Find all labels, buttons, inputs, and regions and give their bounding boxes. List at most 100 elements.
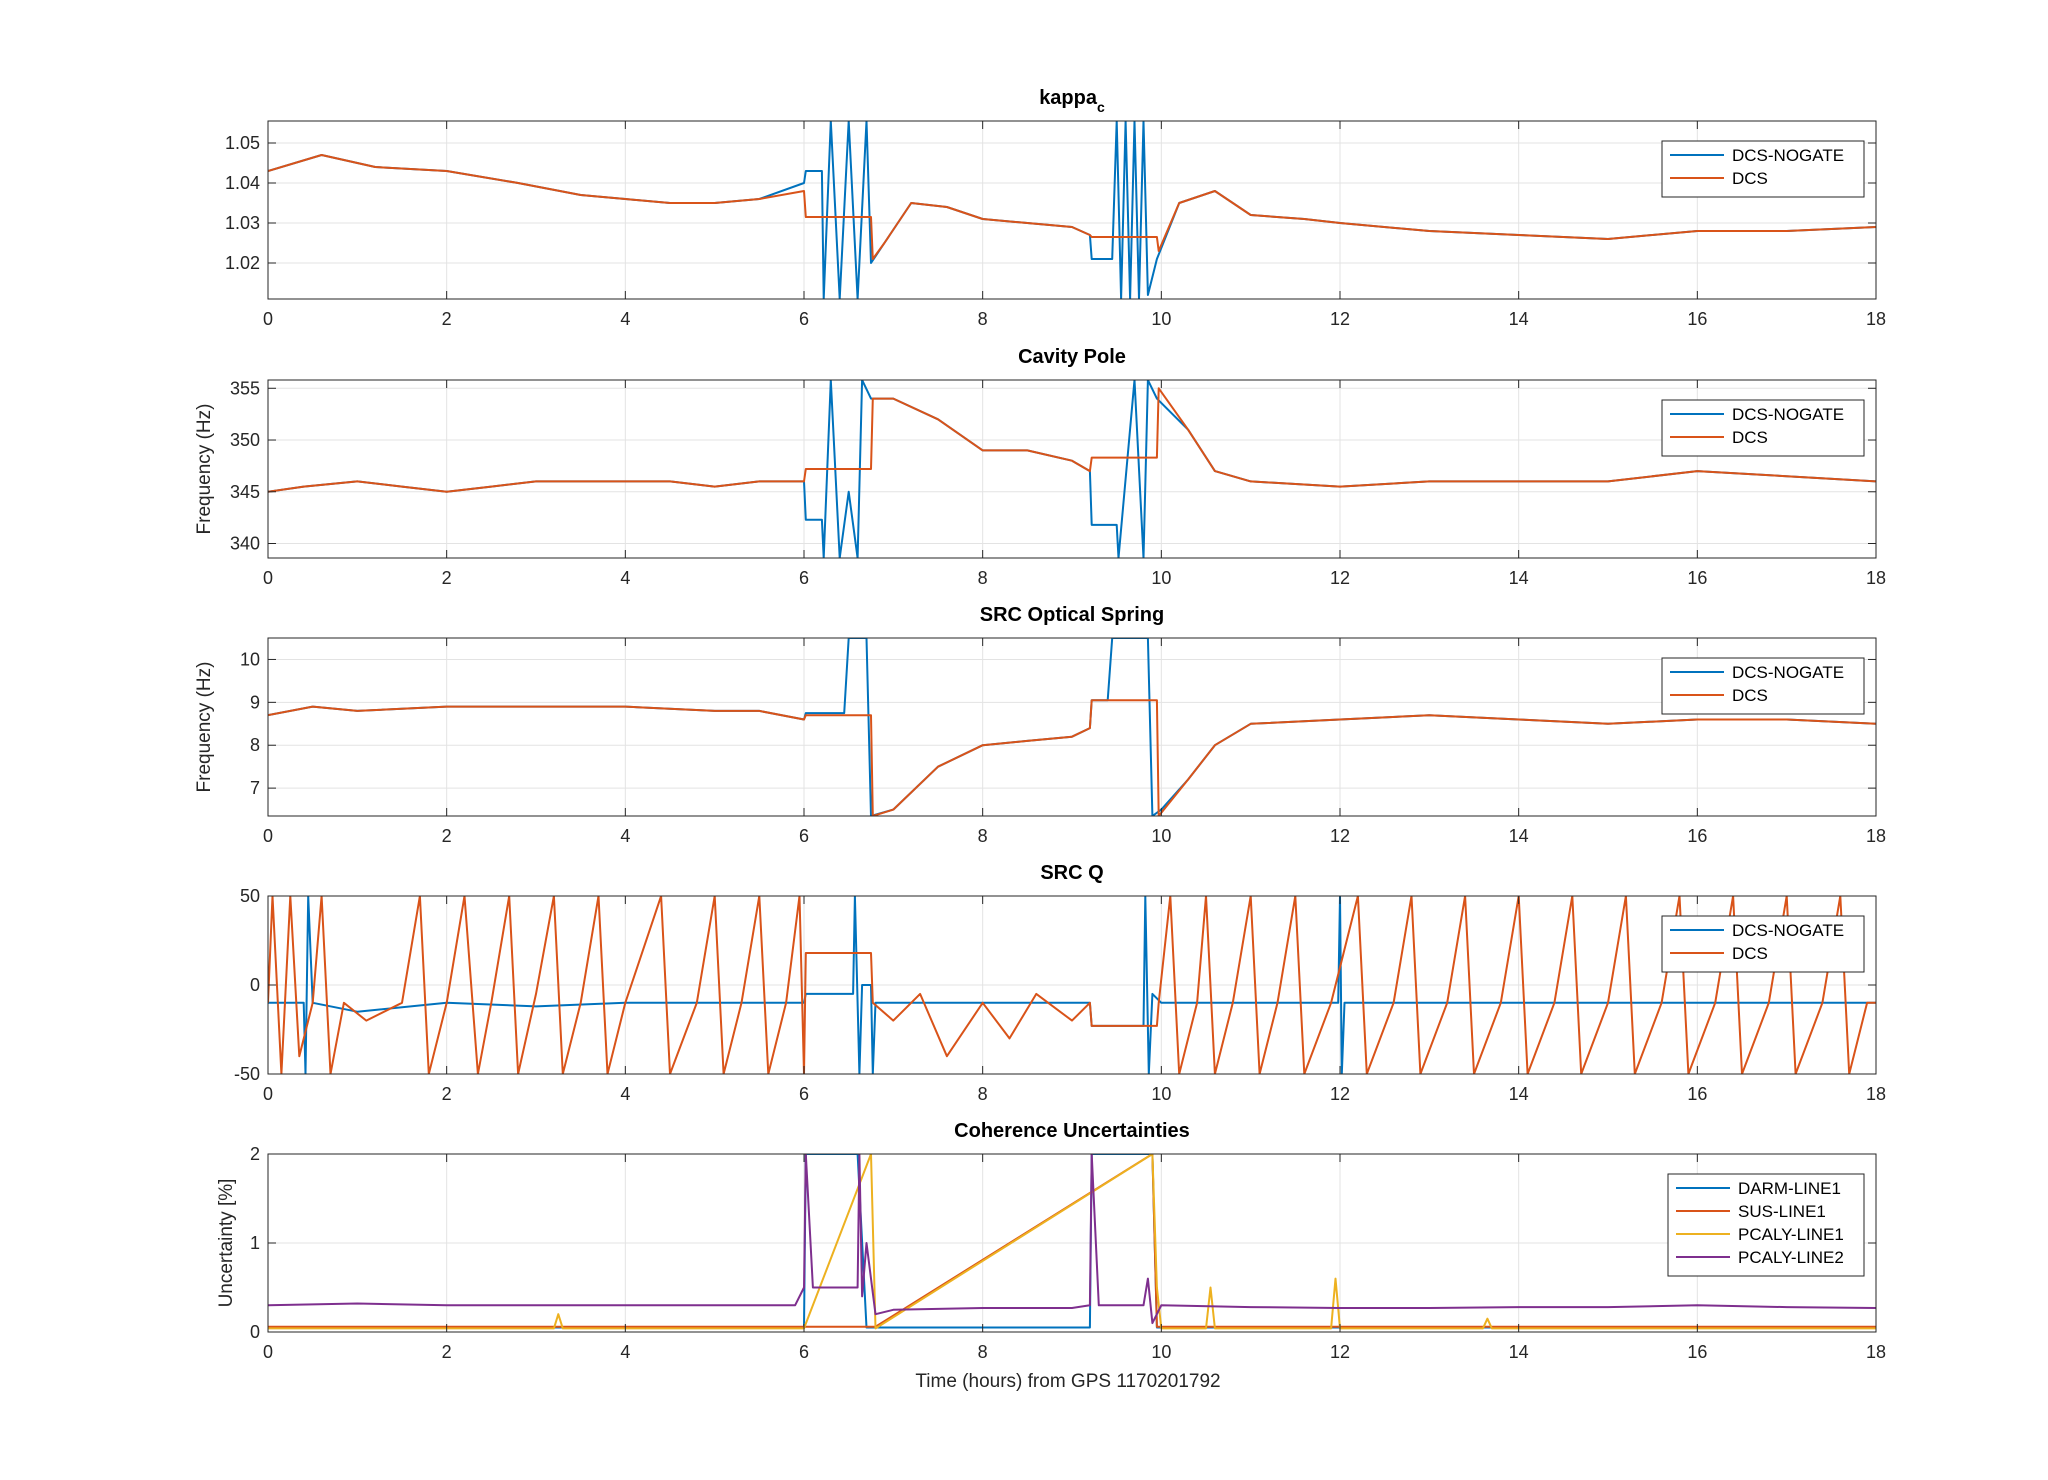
x-tick-label: 0: [263, 1084, 273, 1104]
x-tick-label: 16: [1687, 568, 1707, 588]
legend-box: [1661, 140, 1865, 198]
legend-box: [1667, 1173, 1865, 1277]
legend-box: [1661, 399, 1865, 457]
x-tick-label: 14: [1509, 826, 1529, 846]
y-tick-label: 350: [230, 430, 260, 450]
x-tick-label: 4: [620, 568, 630, 588]
y-tick-label: 1: [250, 1233, 260, 1253]
x-tick-label: 6: [799, 1084, 809, 1104]
y-tick-label: 340: [230, 534, 260, 554]
legend-label: SUS-LINE1: [1738, 1202, 1826, 1221]
panel-title: SRC Q: [1040, 862, 1103, 884]
y-tick-label: 50: [240, 886, 260, 906]
x-tick-label: 12: [1330, 826, 1350, 846]
y-tick-label: 1.02: [225, 253, 260, 273]
x-tick-label: 16: [1687, 1342, 1707, 1362]
x-tick-label: 2: [442, 1084, 452, 1104]
panel-title: Coherence Uncertainties: [954, 1120, 1190, 1142]
series-line-dcs: [268, 154, 1876, 260]
x-tick-label: 2: [442, 309, 452, 329]
x-tick-label: 18: [1866, 309, 1886, 329]
x-tick-label: 10: [1151, 826, 1171, 846]
legend-label: DCS-NOGATE: [1732, 405, 1844, 424]
series-group: [268, 121, 1876, 299]
figure-xlabel: Time (hours) from GPS 1170201792: [915, 1371, 1220, 1392]
axes-box: [267, 637, 1877, 817]
x-tick-label: 14: [1509, 568, 1529, 588]
x-tick-label: 18: [1866, 826, 1886, 846]
legend-label: DCS-NOGATE: [1732, 921, 1844, 940]
legend-label: DCS: [1732, 169, 1768, 188]
legend-label: DCS: [1732, 428, 1768, 447]
x-tick-label: 2: [442, 826, 452, 846]
legend-box: [1661, 915, 1865, 973]
x-tick-label: 6: [799, 1342, 809, 1362]
plot-area: [268, 638, 1876, 816]
x-tick-label: 0: [263, 568, 273, 588]
y-tick-label: 1.03: [225, 213, 260, 233]
panel-ylabel: Uncertainty [%]: [216, 1179, 237, 1308]
x-tick-label: 6: [799, 826, 809, 846]
x-tick-label: 8: [978, 826, 988, 846]
plot-area: [268, 380, 1876, 558]
axes-box: [267, 120, 1877, 300]
y-tick-label: 2: [250, 1144, 260, 1164]
series-group: [268, 896, 1876, 1074]
series-line-dcs: [268, 896, 1876, 1074]
series-group: [268, 1154, 1876, 1330]
panel-title-subscript: c: [1097, 99, 1105, 115]
legend-label: DCS: [1732, 944, 1768, 963]
x-tick-label: 4: [620, 1342, 630, 1362]
axes-box: [267, 379, 1877, 559]
legend-label: PCALY-LINE2: [1738, 1248, 1844, 1267]
x-tick-label: 8: [978, 568, 988, 588]
x-tick-label: 8: [978, 309, 988, 329]
x-tick-label: 14: [1509, 1084, 1529, 1104]
y-tick-label: 345: [230, 482, 260, 502]
x-tick-label: 12: [1330, 309, 1350, 329]
x-tick-label: 6: [799, 309, 809, 329]
x-tick-label: 18: [1866, 1342, 1886, 1362]
x-tick-label: 0: [263, 1342, 273, 1362]
y-tick-label: 1.04: [225, 173, 260, 193]
x-tick-label: 4: [620, 826, 630, 846]
series-line-pcaly-line2: [268, 1154, 1876, 1325]
y-tick-label: 1.05: [225, 133, 260, 153]
y-tick-label: 9: [250, 692, 260, 712]
panel-2: 0 2 4 6 8 10 12 14 16 18 340 345 350 355 Cavity Pole Fr…: [194, 346, 1886, 588]
panel-title: Cavity Pole: [1018, 346, 1126, 368]
legend-label: DCS-NOGATE: [1732, 146, 1844, 165]
legend-label: PCALY-LINE1: [1738, 1225, 1844, 1244]
series-group: [268, 638, 1876, 816]
panel-3: 0 2 4 6 8 10 12 14 16 18 7 8 9 10 SRC Optical Spring Fr…: [194, 604, 1886, 846]
y-tick-label: 8: [250, 735, 260, 755]
panel-1: 0 2 4 6 8 10 12 14 16 181.021.031.041.05kappacDCS…: [225, 87, 1886, 329]
panel-ylabel: Frequency (Hz): [194, 404, 215, 535]
x-tick-label: 14: [1509, 1342, 1529, 1362]
x-tick-label: 14: [1509, 309, 1529, 329]
y-tick-label: 7: [250, 778, 260, 798]
series-line-pcaly-line1: [268, 1154, 1876, 1330]
x-tick-label: 12: [1330, 1342, 1350, 1362]
x-tick-label: 8: [978, 1342, 988, 1362]
x-tick-label: 18: [1866, 568, 1886, 588]
x-tick-label: 10: [1151, 1084, 1171, 1104]
panels: 0 2 4 6 8 10 12 14 16 181.021.031.041.05kappacDCS…: [194, 87, 1886, 1362]
series-line-dcs: [268, 699, 1876, 816]
x-tick-label: 0: [263, 309, 273, 329]
x-tick-label: 0: [263, 826, 273, 846]
panel-ylabel: Frequency (Hz): [194, 662, 215, 793]
series-group: [268, 380, 1876, 558]
y-tick-label: 0: [250, 1322, 260, 1342]
x-tick-label: 4: [620, 1084, 630, 1104]
x-tick-label: 10: [1151, 309, 1171, 329]
legend-label: DCS: [1732, 686, 1768, 705]
x-tick-label: 10: [1151, 568, 1171, 588]
x-tick-label: 16: [1687, 309, 1707, 329]
legend-label: DCS-NOGATE: [1732, 663, 1844, 682]
x-tick-label: 18: [1866, 1084, 1886, 1104]
x-tick-label: 10: [1151, 1342, 1171, 1362]
